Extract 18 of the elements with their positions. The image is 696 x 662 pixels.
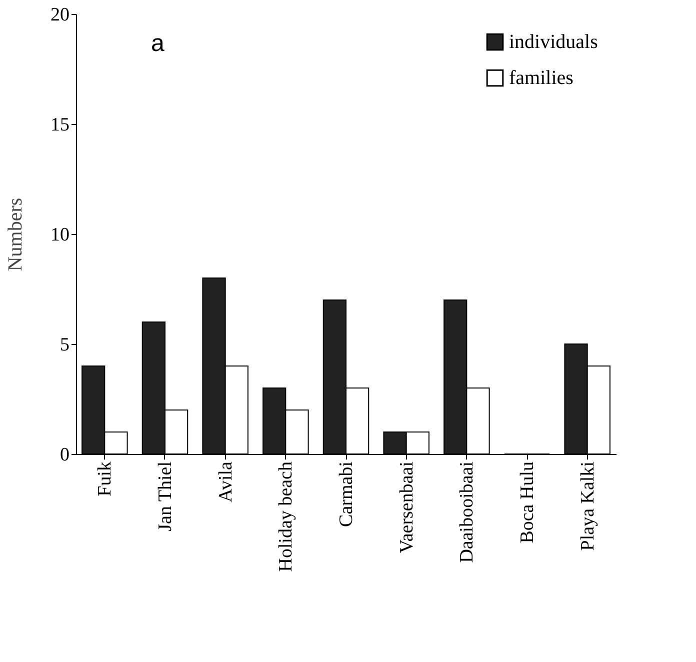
y-tick-label: 15 xyxy=(50,114,70,136)
x-tick-label: Holiday beach xyxy=(276,461,297,572)
x-tick-label: Vaersenbaai xyxy=(396,462,418,554)
y-tick-label: 10 xyxy=(50,224,70,246)
legend-label: individuals xyxy=(509,31,598,53)
y-tick-label: 5 xyxy=(60,334,70,356)
y-tick-label: 20 xyxy=(50,4,70,26)
annotation: a xyxy=(151,30,165,57)
y-axis-title: Numbers xyxy=(4,198,26,272)
x-tick-label: Carmabi xyxy=(336,462,357,527)
x-tick-label: Playa Kalki xyxy=(577,462,598,551)
x-tick-label: Avila xyxy=(215,460,236,502)
y-tick-label: 0 xyxy=(60,444,70,466)
legend-label: families xyxy=(509,67,574,89)
x-tick-label: Daaibooibaai xyxy=(456,462,478,563)
x-tick-label: Fuik xyxy=(94,461,116,496)
x-tick-label: Jan Thiel xyxy=(154,462,176,532)
x-tick-label: Boca Hulu xyxy=(517,461,538,544)
